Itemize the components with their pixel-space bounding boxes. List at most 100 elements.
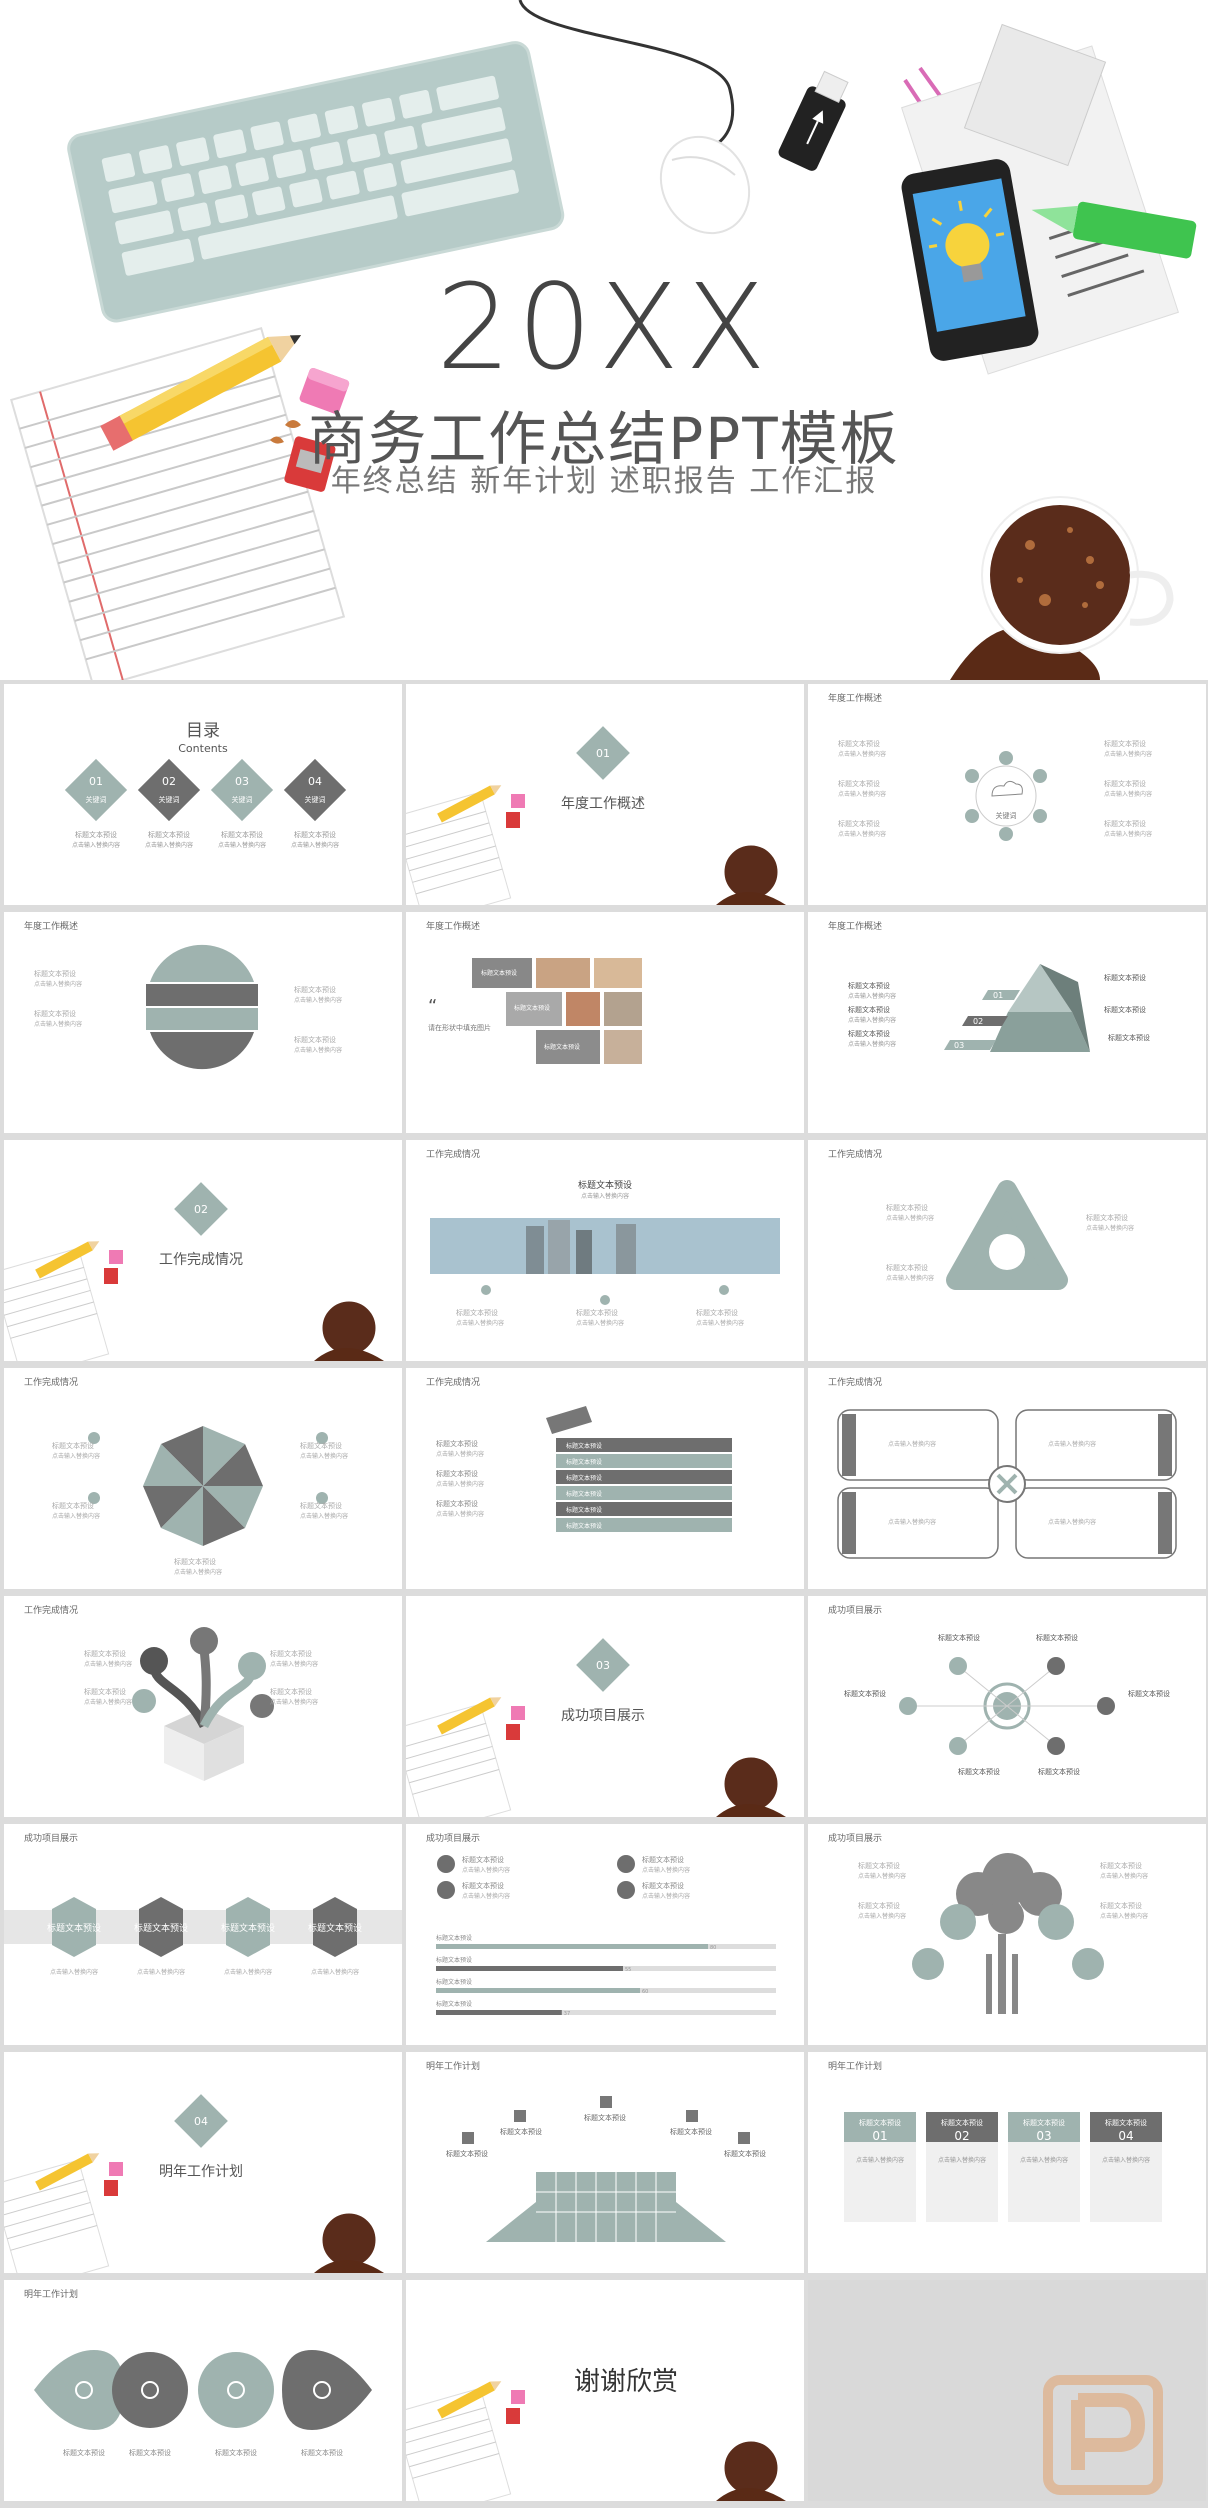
svg-text:点击输入替换内容: 点击输入替换内容 bbox=[456, 1319, 504, 1327]
svg-text:标题文本预设: 标题文本预设 bbox=[670, 2127, 712, 2136]
cloud-icon bbox=[975, 765, 1037, 827]
slide-plan-2[interactable]: 明年工作计划 标题文本预设 标题文本预设 标题文本预设 标题文本预设 01 02 03… bbox=[808, 2052, 1206, 2273]
svg-text:标题文本预设: 标题文本预设 bbox=[129, 2448, 171, 2457]
phone-icon bbox=[901, 159, 1039, 361]
svg-text:明年工作计划: 明年工作计划 bbox=[426, 2060, 480, 2072]
slide-thanks[interactable]: 谢谢欣赏 bbox=[406, 2280, 804, 2501]
slide-toc[interactable]: 目录 Contents 01 关键词 02 关键词 03 关键词 04 关键词 标题文本… bbox=[4, 684, 402, 905]
photo-grid bbox=[472, 958, 642, 1064]
bar-fill bbox=[436, 1944, 708, 1949]
svg-text:点击输入替换内容: 点击输入替换内容 bbox=[462, 1892, 510, 1900]
hub-diagram bbox=[899, 1657, 1115, 1755]
svg-text:工作完成情况: 工作完成情况 bbox=[159, 1252, 243, 1268]
slide-overview-3[interactable]: 年度工作概述 标题文本预设 标题文本预设 标题文本预设 “ 请在形状中填充图片 bbox=[406, 912, 804, 1133]
svg-text:点击输入替换内容: 点击输入替换内容 bbox=[1020, 2156, 1068, 2164]
eraser-icon bbox=[511, 2390, 525, 2404]
sharpener-icon bbox=[506, 812, 520, 828]
slide-projects-1[interactable]: 成功项目展示 标题文本预设 标题文本预设 标题文本预设 标题文本预设 标题文本预设标… bbox=[808, 1596, 1206, 1817]
slide-projects-3[interactable]: 成功项目展示 标题文本预设 点击输入替换内容 标题文本预设 点击输入替换内容 标题文… bbox=[406, 1824, 804, 2045]
svg-text:点击输入替换内容: 点击输入替换内容 bbox=[838, 790, 886, 798]
svg-text:工作完成情况: 工作完成情况 bbox=[828, 1376, 882, 1388]
slide-done-2[interactable]: 工作完成情况 标题文本预设 点击输入替换内容 标题文本预设 点击输入替换内容 标题文… bbox=[808, 1140, 1206, 1361]
svg-text:标题文本预设: 标题文本预设 bbox=[84, 1687, 126, 1696]
coffee-cup-icon bbox=[716, 1754, 786, 1817]
slide-done-1[interactable]: 工作完成情况 标题文本预设 点击输入替换内容 标题文本预设 点击输入替换内容 标题… bbox=[406, 1140, 804, 1361]
slide-done-5[interactable]: 工作完成情况 点击输入替换内容 点击输入替换内容 点击输入替换内容 点击输入替换内容 bbox=[808, 1368, 1206, 1589]
svg-text:标题文本预设: 标题文本预设 bbox=[1100, 1901, 1142, 1910]
slide-section-01[interactable]: 01 年度工作概述 bbox=[406, 684, 804, 905]
sharpener-icon bbox=[104, 1268, 118, 1284]
bar-value: 60 bbox=[642, 1989, 648, 1995]
slide-section-02[interactable]: 02 工作完成情况 bbox=[4, 1140, 402, 1361]
toc-subtitle: Contents bbox=[178, 742, 228, 755]
svg-text:点击输入替换内容: 点击输入替换内容 bbox=[224, 1968, 272, 1976]
svg-text:点击输入替换内容: 点击输入替换内容 bbox=[886, 1214, 934, 1222]
pencil-icon bbox=[35, 2153, 100, 2191]
svg-text:标题文本预设: 标题文本预设 bbox=[294, 1035, 336, 1044]
svg-text:标题文本预设: 标题文本预设 bbox=[436, 1469, 478, 1478]
svg-text:标题文本预设: 标题文本预设 bbox=[500, 2127, 542, 2136]
progress-bars: 标题文本预设 80 标题文本预设 55 标题文本预设 60 标题文本预设 37 bbox=[436, 1934, 776, 2017]
mouse-cable bbox=[518, 0, 735, 152]
slide-done-4[interactable]: 工作完成情况 标题文本预设 标题文本预设 标题文本预设 标题文本预设 标题文本预设标… bbox=[406, 1368, 804, 1589]
umbrella-chart bbox=[143, 1426, 263, 1546]
svg-text:点击输入替换内容: 点击输入替换内容 bbox=[294, 1046, 342, 1054]
svg-text:成功项目展示: 成功项目展示 bbox=[24, 1832, 78, 1844]
hexagon-row bbox=[52, 1897, 357, 1957]
slide-plan-1[interactable]: 明年工作计划 标题文本预设 标题文本预设 标题文本预设 标题文本预设 标题文本预设 bbox=[406, 2052, 804, 2273]
icon-legend bbox=[437, 1855, 635, 1899]
slide-done-3[interactable]: 工作完成情况 标题文本预设 点击输入替换内容 标题文本预设 点击输入替换内容 标题文… bbox=[4, 1368, 402, 1589]
eraser-icon bbox=[299, 367, 350, 414]
svg-text:点击输入替换内容: 点击输入替换内容 bbox=[145, 841, 193, 849]
svg-text:标题文本预设: 标题文本预设 bbox=[838, 819, 880, 828]
svg-text:标题文本预设: 标题文本预设 bbox=[848, 981, 890, 990]
slide-overview-2[interactable]: 年度工作概述 标题文本预设 点击输入替换内容 标题文本预设 点击输入替换内容 标题文… bbox=[4, 912, 402, 1133]
svg-text:标题文本预设: 标题文本预设 bbox=[300, 1441, 342, 1450]
pyramid-steps: 01 02 03 bbox=[944, 990, 1020, 1050]
svg-text:标题文本预设: 标题文本预设 bbox=[221, 1922, 275, 1934]
slide-done-6[interactable]: 工作完成情况 标题文本预设 点击输入替换内容 标题文本预设 点击输入替换内容 标题文… bbox=[4, 1596, 402, 1817]
slide-overview-1[interactable]: 年度工作概述 关键词 标题文本预设 点击输入替换内容 标题文本预设 点击输入替换内容… bbox=[808, 684, 1206, 905]
bar-label: 标题文本预设 bbox=[436, 2000, 472, 2008]
svg-text:点击输入替换内容: 点击输入替换内容 bbox=[838, 750, 886, 758]
svg-text:点击输入替换内容: 点击输入替换内容 bbox=[52, 1452, 100, 1460]
svg-text:点击输入替换内容: 点击输入替换内容 bbox=[270, 1660, 318, 1668]
bar-track bbox=[436, 2010, 776, 2015]
pencil-icon bbox=[437, 785, 502, 823]
toc-items: 01 关键词 02 关键词 03 关键词 04 关键词 bbox=[64, 758, 347, 822]
svg-text:标题文本预设: 标题文本预设 bbox=[848, 1029, 890, 1038]
svg-text:标题文本预设: 标题文本预设 bbox=[958, 1767, 1000, 1776]
slide-plan-3[interactable]: 明年工作计划 标题文本预设 标题文本预设 标题文本预设 标题文本预设 bbox=[4, 2280, 402, 2501]
svg-text:标题文本预设: 标题文本预设 bbox=[696, 1308, 738, 1317]
cover-slide[interactable]: 20XX 商务工作总结PPT模板 年终总结 新年计划 述职报告 工作汇报 bbox=[0, 0, 1208, 680]
slide-section-04[interactable]: 04 明年工作计划 bbox=[4, 2052, 402, 2273]
svg-text:点击输入替换内容: 点击输入替换内容 bbox=[576, 1319, 624, 1327]
svg-text:标题文本预设: 标题文本预设 bbox=[134, 1922, 188, 1934]
svg-text:标题文本预设: 标题文本预设 bbox=[584, 2113, 626, 2122]
svg-text:标题文本预设: 标题文本预设 bbox=[462, 1855, 504, 1864]
toc-item: 02 关键词 bbox=[137, 758, 201, 822]
svg-text:点击输入替换内容: 点击输入替换内容 bbox=[34, 1020, 82, 1028]
slide-projects-4[interactable]: 成功项目展示 标题文本预设 点击输入替换内容 标题文本预设 点击输入替换内容 标题文… bbox=[808, 1824, 1206, 2045]
pencil-shavings-icon bbox=[270, 420, 301, 444]
quote-text: 请在形状中填充图片 bbox=[428, 1023, 491, 1032]
slide-section-03[interactable]: 03 成功项目展示 bbox=[406, 1596, 804, 1817]
slide-projects-2[interactable]: 成功项目展示 标题文本预设 标题文本预设 标题文本预设 标题文本预设 点击输入替换内… bbox=[4, 1824, 402, 2045]
svg-text:点击输入替换内容: 点击输入替换内容 bbox=[1100, 1872, 1148, 1880]
svg-text:点击输入替换内容: 点击输入替换内容 bbox=[858, 1872, 906, 1880]
keyboard-icon bbox=[67, 41, 565, 323]
slide-overview-4[interactable]: 年度工作概述 01 02 03 标题文本预设 点击输入替换内容 标题文本预设 点击输… bbox=[808, 912, 1206, 1133]
svg-text:点击输入替换内容: 点击输入替换内容 bbox=[1104, 790, 1152, 798]
svg-text:04: 04 bbox=[1118, 2129, 1133, 2143]
svg-text:点击输入替换内容: 点击输入替换内容 bbox=[581, 1192, 629, 1200]
pencil-icon bbox=[437, 2381, 502, 2419]
svg-text:标题文本预设: 标题文本预设 bbox=[270, 1687, 312, 1696]
svg-text:标题文本预设: 标题文本预设 bbox=[436, 1439, 478, 1448]
svg-text:点击输入替换内容: 点击输入替换内容 bbox=[642, 1866, 690, 1874]
svg-text:标题文本预设: 标题文本预设 bbox=[578, 1179, 632, 1191]
bar-value: 55 bbox=[625, 1967, 631, 1973]
cover-year: 20XX bbox=[436, 258, 772, 396]
triangle-cycle-chart bbox=[946, 1180, 1068, 1290]
svg-text:03: 03 bbox=[596, 1659, 610, 1672]
svg-text:02: 02 bbox=[162, 775, 176, 788]
